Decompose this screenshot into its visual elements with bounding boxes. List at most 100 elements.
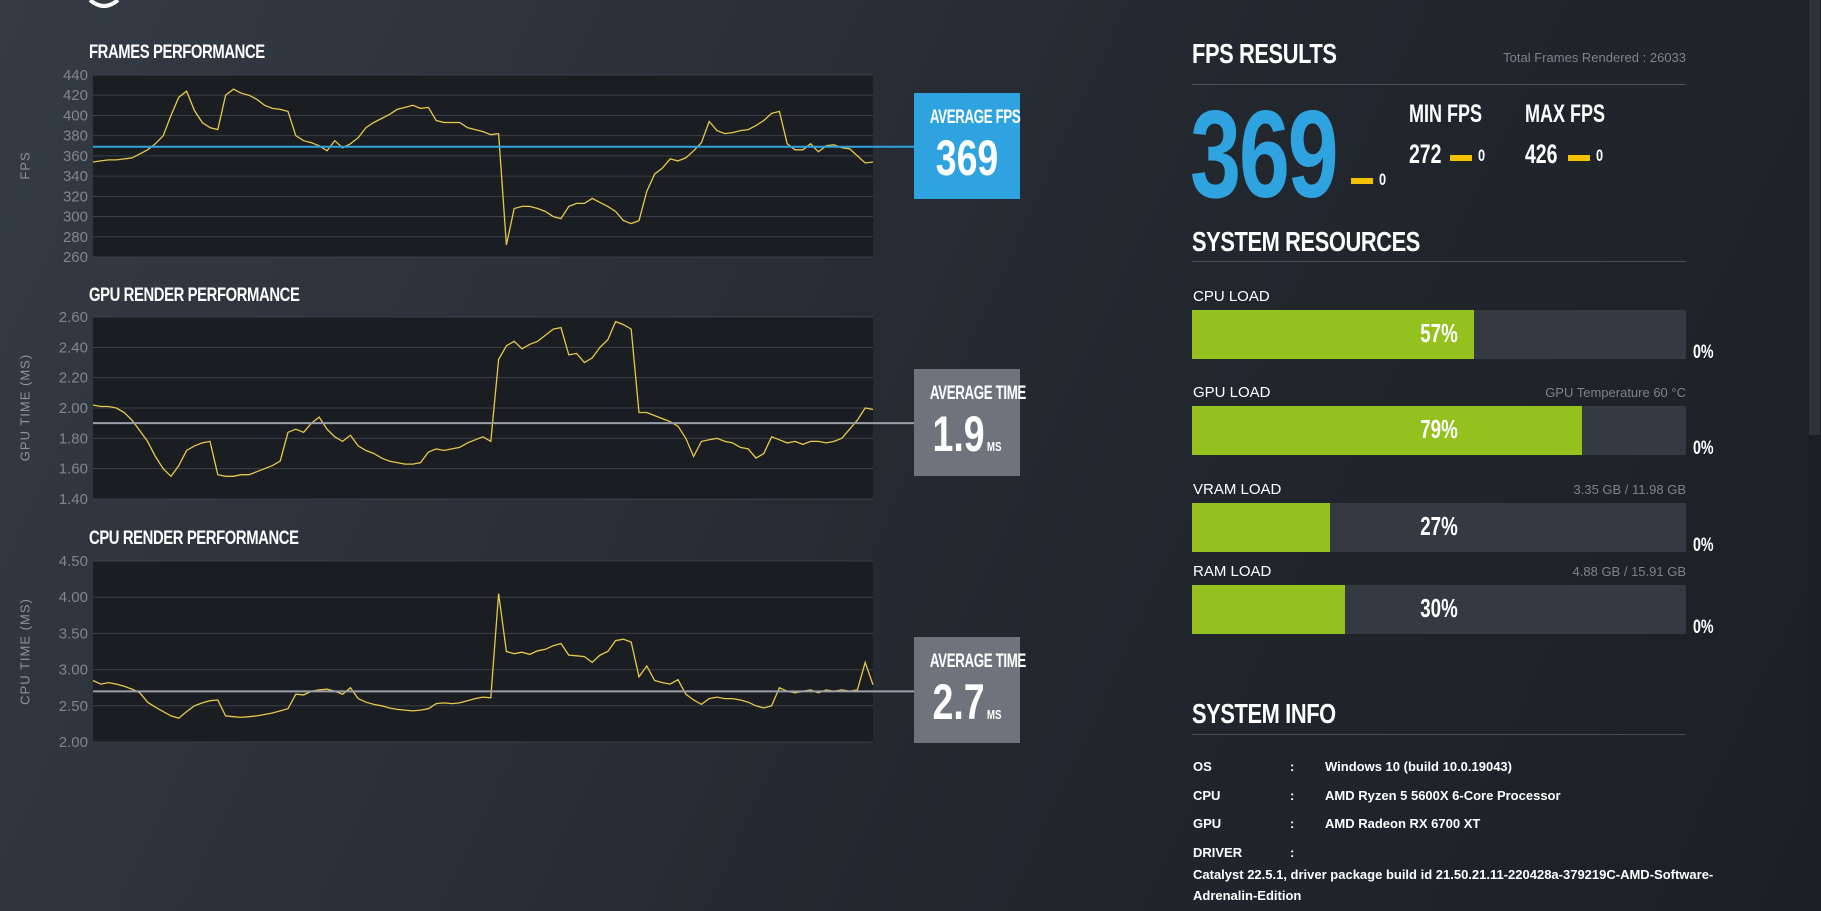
average-gpu-time-label: AVERAGE TIME [929, 383, 1026, 404]
y-tick-label: 300 [63, 209, 88, 226]
info-key: DRIVER [1193, 845, 1243, 860]
y-tick-label: 2.50 [59, 698, 88, 715]
min-delta: 0 [1478, 146, 1486, 165]
cpu-chart-title: CPU RENDER PERFORMANCE [89, 528, 299, 549]
divider [1192, 734, 1686, 735]
max-delta: 0 [1596, 146, 1604, 165]
info-separator: : [1290, 788, 1295, 803]
max-fps-value: 426 [1525, 139, 1558, 169]
y-tick-label: 1.40 [59, 491, 88, 508]
average-fps-box: AVERAGE FPS 369 [914, 93, 1021, 199]
total-frames-rendered: Total Frames Rendered : 26033 [1503, 50, 1686, 65]
y-tick-label: 420 [63, 87, 88, 104]
y-tick-label: 400 [63, 107, 88, 124]
resource-side-value: 0% [1693, 438, 1714, 459]
info-value: AMD Ryzen 5 5600X 6-Core Processor [1325, 788, 1561, 803]
resource-percent: 79% [1420, 414, 1458, 444]
avg-delta: 0 [1379, 170, 1387, 189]
average-cpu-time-box: AVERAGE TIME 2.7 MS [914, 637, 1026, 743]
resource-bar-fill [1192, 310, 1474, 359]
resource-label: VRAM LOAD [1193, 481, 1282, 498]
driver-line-1: Catalyst 22.5.1, driver package build id… [1193, 867, 1714, 882]
resource-percent: 27% [1420, 511, 1458, 541]
y-tick-label: 380 [63, 128, 88, 145]
min-fps-label: MIN FPS [1409, 100, 1483, 128]
series-line [92, 320, 874, 478]
info-separator: : [1290, 845, 1295, 860]
resource-bar: 57% [1192, 310, 1686, 359]
plot-area [93, 561, 873, 742]
resource-bar: 79% [1192, 406, 1686, 455]
average-gpu-time-value: 1.9 MS [932, 406, 1002, 462]
y-tick-label: 2.40 [59, 339, 88, 356]
resource-info: 3.35 GB / 11.98 GB [1573, 482, 1687, 497]
y-tick-label: 320 [63, 188, 88, 205]
y-tick-label: 2.00 [59, 400, 88, 417]
info-key: CPU [1193, 788, 1221, 803]
logo-fragment [88, 0, 120, 8]
resource-side-value: 0% [1693, 342, 1714, 363]
scrollbar-track[interactable] [1808, 0, 1821, 911]
driver-line-2: Adrenalin-Edition [1193, 888, 1302, 903]
frames-chart-title: FRAMES PERFORMANCE [89, 42, 265, 63]
info-key: OS [1193, 759, 1212, 774]
y-tick-label: 280 [63, 229, 88, 246]
y-tick-label: 3.50 [59, 625, 88, 642]
y-tick-label: 360 [63, 148, 88, 165]
resource-bar-fill [1192, 406, 1583, 455]
info-value: AMD Radeon RX 6700 XT [1325, 816, 1481, 831]
min-delta-dash-icon [1450, 155, 1472, 161]
fps-average-big: 369 [1190, 86, 1339, 224]
series-line [92, 593, 874, 719]
frames-chart: 260 280 300 320 340 360 380 400 420 440 [63, 67, 914, 266]
max-delta-dash-icon [1568, 155, 1590, 161]
info-value: Windows 10 (build 10.0.19043) [1325, 759, 1512, 774]
info-key: GPU [1193, 816, 1222, 831]
y-tick-label: 4.50 [59, 553, 88, 570]
info-separator: : [1290, 816, 1295, 831]
divider [1192, 84, 1686, 85]
resource-label: CPU LOAD [1193, 288, 1270, 305]
scrollbar-thumb[interactable] [1809, 0, 1820, 435]
plot-area [93, 75, 873, 257]
resource-percent: 57% [1420, 318, 1458, 348]
average-cpu-time-value: 2.7 MS [932, 674, 1002, 730]
system-info-title: SYSTEM INFO [1192, 698, 1336, 729]
min-fps-value: 272 [1409, 139, 1442, 169]
fps-results-title: FPS RESULTS [1192, 38, 1337, 69]
resource-percent: 30% [1420, 593, 1458, 623]
average-fps-label: AVERAGE FPS [929, 107, 1021, 128]
y-tick-label: 1.80 [59, 430, 88, 447]
system-resources-title: SYSTEM RESOURCES [1192, 226, 1420, 257]
average-cpu-time-label: AVERAGE TIME [929, 651, 1026, 672]
avg-delta-dash-icon [1351, 178, 1373, 184]
y-tick-label: 440 [63, 67, 88, 84]
y-tick-label: 340 [63, 168, 88, 185]
y-tick-label: 260 [63, 249, 88, 266]
y-tick-label: 2.20 [59, 370, 88, 387]
resource-label: GPU LOAD [1193, 384, 1271, 401]
gpu-chart: 1.40 1.60 1.80 2.00 2.20 2.40 2.60 [59, 309, 914, 508]
resource-bar-fill [1192, 585, 1346, 634]
resource-info: GPU Temperature 60 °C [1545, 385, 1686, 400]
resource-info: 4.88 GB / 15.91 GB [1572, 564, 1686, 579]
cpu-chart: 2.00 2.50 3.00 3.50 4.00 4.50 [59, 553, 914, 751]
y-tick-label: 1.60 [59, 461, 88, 478]
resource-label: RAM LOAD [1193, 563, 1272, 580]
y-tick-label: 3.00 [59, 662, 88, 679]
info-separator: : [1290, 759, 1295, 774]
series-line [92, 88, 874, 246]
resource-bar: 30% [1192, 585, 1686, 634]
resource-bar-fill [1192, 503, 1331, 552]
resource-bar: 27% [1192, 503, 1686, 552]
max-fps-label: MAX FPS [1525, 100, 1606, 128]
resource-side-value: 0% [1693, 617, 1714, 638]
y-tick-label: 2.00 [59, 734, 88, 751]
y-tick-label: 2.60 [59, 309, 88, 326]
average-gpu-time-box: AVERAGE TIME 1.9 MS [914, 369, 1026, 476]
resource-side-value: 0% [1693, 535, 1714, 556]
average-fps-value: 369 [935, 130, 999, 186]
divider [1192, 261, 1686, 262]
y-tick-label: 4.00 [59, 589, 88, 606]
gpu-chart-title: GPU RENDER PERFORMANCE [89, 285, 300, 306]
